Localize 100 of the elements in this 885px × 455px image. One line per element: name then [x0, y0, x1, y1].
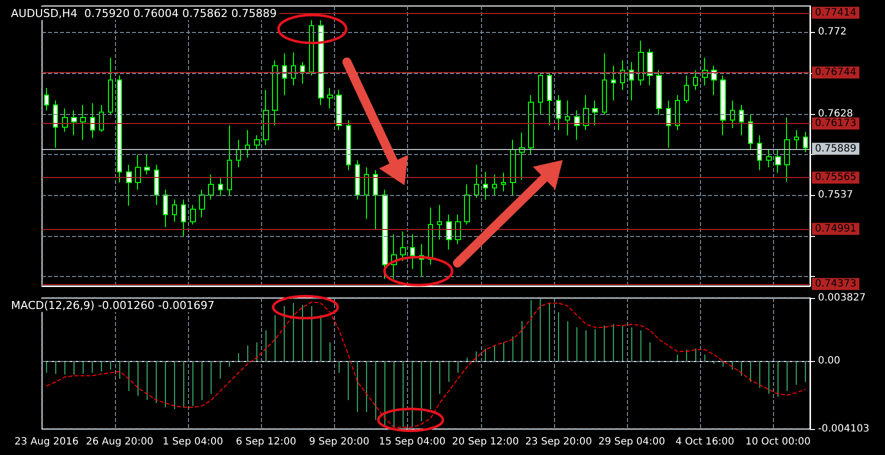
candlestick — [702, 57, 708, 86]
candlestick — [592, 100, 598, 126]
candlestick — [44, 88, 49, 111]
candlestick — [574, 110, 580, 140]
candlestick — [90, 102, 95, 138]
candlestick — [364, 166, 369, 220]
y-tick-label: 0.003827 — [818, 292, 866, 304]
candlestick — [711, 65, 717, 96]
x-tick-label: 6 Sep 12:00 — [236, 436, 296, 448]
candlestick — [638, 40, 644, 86]
candlestick — [446, 214, 452, 250]
candlestick — [464, 184, 470, 225]
candlestick — [629, 62, 634, 102]
candlestick — [766, 149, 772, 168]
y-tick-label: 0.7628 — [818, 108, 853, 120]
candlestick — [126, 164, 132, 206]
candlestick — [135, 154, 141, 190]
candlestick — [483, 171, 488, 200]
candlestick — [748, 114, 753, 150]
candlestick — [666, 100, 671, 148]
candlestick — [730, 100, 735, 129]
candlestick — [410, 234, 415, 270]
candlestick — [108, 57, 113, 116]
candlestick — [474, 164, 479, 198]
candlestick — [272, 60, 278, 126]
candlestick — [611, 65, 616, 102]
candlestick — [684, 75, 689, 104]
chart-title: AUDUSD,H4 0.75920 0.76004 0.75862 0.75889 — [11, 7, 277, 20]
candlestick — [510, 139, 516, 196]
candlestick — [355, 160, 360, 200]
candlestick — [528, 94, 534, 156]
candlestick — [656, 70, 662, 116]
ref-line-label: 0.74373 — [815, 278, 856, 290]
candlestick — [775, 149, 781, 174]
candlestick — [565, 100, 570, 136]
candlestick — [190, 204, 196, 225]
candlestick — [227, 124, 232, 196]
candlestick — [547, 71, 552, 126]
candlestick — [803, 131, 808, 153]
candlestick — [309, 20, 314, 76]
candlestick — [218, 178, 223, 196]
candlestick — [199, 189, 205, 218]
candlestick — [519, 132, 525, 180]
candlestick — [117, 75, 122, 184]
candlestick — [99, 104, 104, 132]
candlestick — [336, 89, 342, 130]
ref-line-label: 0.75889 — [815, 143, 856, 154]
candlestick — [346, 120, 351, 171]
candlestick — [739, 104, 744, 136]
x-tick-label: 4 Oct 16:00 — [675, 436, 734, 448]
x-tick-label: 15 Sep 04:00 — [378, 436, 446, 448]
x-tick-label: 10 Oct 00:00 — [745, 436, 811, 448]
candlestick — [291, 52, 296, 86]
candlestick — [80, 104, 86, 140]
candlestick — [538, 73, 543, 116]
candlestick — [144, 154, 150, 176]
candlestick — [282, 52, 287, 96]
x-tick-label: 23 Sep 20:00 — [525, 436, 592, 448]
candlestick — [556, 94, 561, 130]
candlestick — [794, 129, 799, 150]
candlestick — [757, 134, 762, 171]
candlestick — [172, 199, 177, 222]
x-tick-label: 23 Aug 2016 — [14, 436, 79, 448]
candlestick — [263, 89, 269, 146]
candlestick — [208, 174, 214, 200]
y-tick-label: 0.00 — [818, 356, 840, 367]
candlestick — [327, 88, 333, 110]
candlestick — [583, 94, 589, 130]
y-tick-label: 0.772 — [818, 26, 847, 38]
candlestick — [53, 100, 58, 148]
candlestick — [236, 139, 241, 168]
candlestick — [181, 199, 186, 237]
candlestick — [254, 134, 260, 150]
candlestick — [720, 75, 726, 136]
candlestick — [784, 116, 790, 182]
candlestick — [455, 214, 461, 245]
candlestick — [501, 172, 506, 192]
ref-line-label: 0.74991 — [815, 223, 856, 234]
candlestick — [602, 52, 607, 116]
ref-line-label: 0.77414 — [815, 7, 856, 18]
candlestick — [154, 164, 159, 206]
x-tick-label: 29 Sep 04:00 — [598, 436, 666, 448]
candlestick — [382, 189, 388, 280]
x-tick-label: 1 Sep 04:00 — [162, 436, 224, 448]
candlestick — [675, 94, 680, 130]
candlestick — [71, 110, 77, 136]
x-tick-label: 26 Aug 20:00 — [86, 436, 154, 448]
candlestick — [492, 174, 497, 196]
candlestick — [400, 231, 406, 262]
candlestick — [428, 207, 433, 266]
candlestick — [693, 70, 698, 90]
candlestick — [437, 204, 442, 240]
candlestick — [300, 62, 305, 84]
candlestick — [62, 108, 68, 132]
x-tick-label: 9 Sep 20:00 — [308, 436, 370, 448]
x-tick-label: 20 Sep 12:00 — [452, 436, 519, 448]
ref-line-label: 0.76744 — [815, 67, 856, 78]
candlestick — [620, 60, 625, 90]
ref-line-label: 0.75565 — [815, 172, 856, 184]
candlestick — [245, 129, 250, 158]
